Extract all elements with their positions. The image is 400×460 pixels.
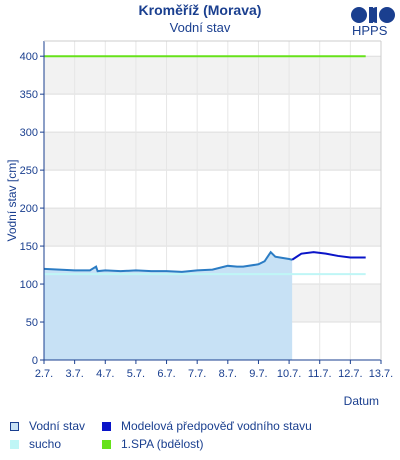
legend-label: Vodní stav — [29, 419, 86, 433]
x-tick-label: 11.7. — [308, 368, 332, 380]
y-tick-label: 200 — [20, 203, 38, 215]
y-tick-label: 150 — [20, 241, 38, 253]
y-tick-label: 250 — [20, 165, 38, 177]
grid-band — [44, 56, 381, 95]
x-tick-label: 2.7. — [35, 368, 53, 380]
x-axis-title: Datum — [344, 394, 379, 408]
grid-band — [44, 208, 381, 247]
y-tick-label: 300 — [20, 127, 38, 139]
x-tick-label: 10.7. — [277, 368, 301, 380]
y-axis-title: Vodní stav [cm] — [5, 159, 19, 241]
legend-label: sucho — [29, 437, 62, 451]
x-tick-label: 13.7. — [369, 368, 393, 380]
grid-band — [44, 41, 381, 57]
x-tick-label: 3.7. — [65, 368, 83, 380]
legend-label: 1.SPA (bdělost) — [121, 437, 204, 451]
series-line-vodni-stav — [43, 250, 293, 273]
x-tick-label: 12.7. — [338, 368, 362, 380]
legend-swatch-vodni-stav — [10, 422, 19, 431]
logo-text: HPPS — [352, 23, 388, 38]
x-tick-label: 9.7. — [249, 368, 267, 380]
y-tick-label: 0 — [32, 355, 38, 367]
chart-subtitle: Vodní stav — [169, 20, 231, 35]
x-tick-label: 5.7. — [127, 368, 145, 380]
series-line-forecast — [291, 251, 366, 261]
legend-swatch-sucho — [10, 440, 19, 449]
legend-swatch-spa1 — [102, 440, 111, 449]
water-level-chart: 0 50 100 150 200 250 300 350 400 2.7. 3.7. 4.7. 5.7.… — [5, 40, 393, 408]
x-tick-label: 8.7. — [219, 368, 237, 380]
legend-swatch-forecast — [102, 422, 111, 431]
y-tick-label: 400 — [20, 51, 38, 63]
x-tick-label: 4.7. — [96, 368, 114, 380]
grid-band — [44, 132, 381, 171]
x-tick-label: 7.7. — [188, 368, 206, 380]
y-tick-label: 50 — [26, 317, 38, 329]
y-tick-label: 100 — [20, 279, 38, 291]
x-tick-label: 6.7. — [157, 368, 175, 380]
legend-label: Modelová předpověď vodního stavu — [121, 419, 312, 433]
chart-title: Kroměříž (Morava) — [138, 2, 262, 18]
hpps-logo — [351, 7, 395, 23]
y-tick-label: 350 — [20, 89, 38, 101]
series-area-vodni-stav — [44, 252, 293, 360]
